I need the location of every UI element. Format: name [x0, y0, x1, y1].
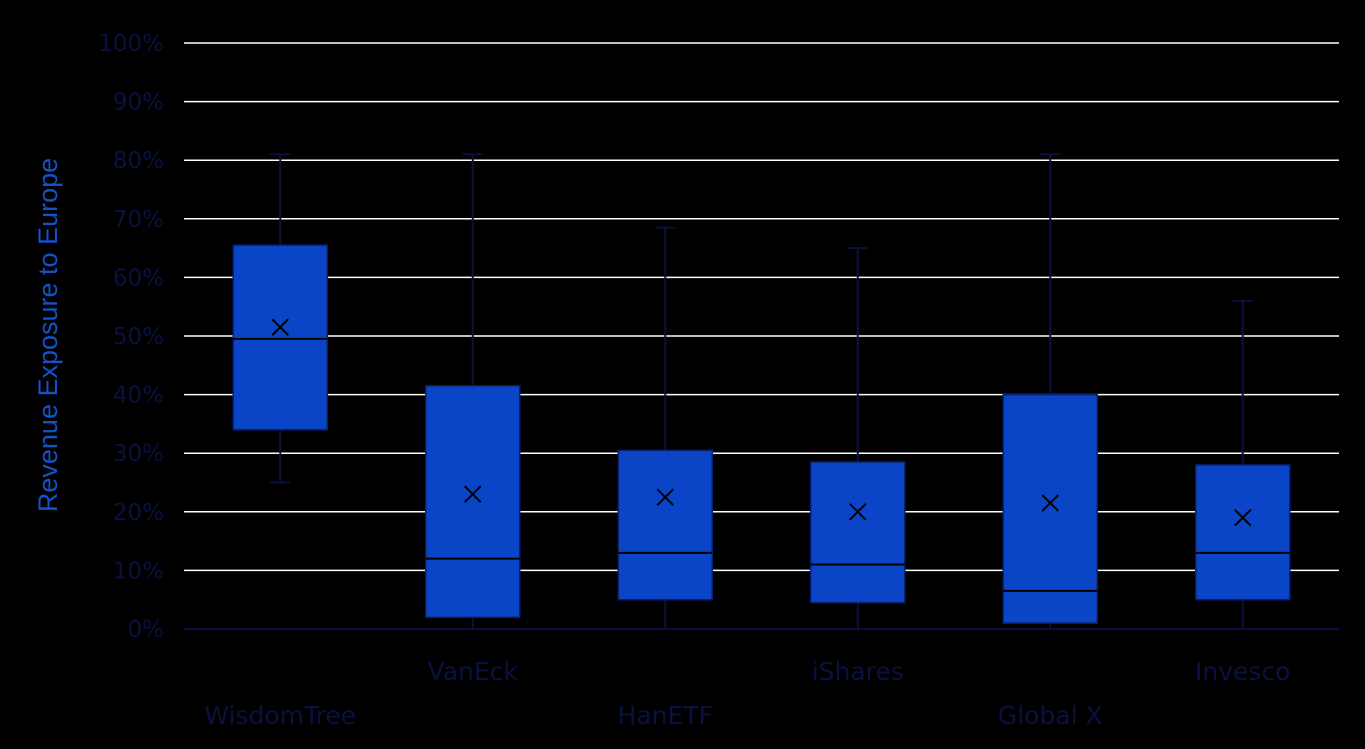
mean-marker: [1041, 494, 1059, 512]
box: [425, 385, 521, 619]
box-plot-item: [1195, 299, 1291, 630]
y-tick-label: 70%: [113, 207, 164, 233]
box: [1195, 464, 1291, 601]
x-axis-category-labels: WisdomTree VanEck HanETF iShares Global X Inv…: [204, 657, 1290, 730]
mean-marker: [849, 503, 867, 521]
x-category-label: WisdomTree: [204, 701, 356, 730]
mean-marker: [464, 485, 482, 503]
mean-marker: [656, 488, 674, 506]
y-tick-label: 60%: [113, 265, 164, 291]
box-series: [232, 153, 1291, 630]
y-tick-label: 100%: [98, 31, 164, 57]
box-plot-item: [425, 153, 521, 630]
y-tick-label: 30%: [113, 441, 164, 467]
x-category-label: VanEck: [428, 657, 519, 686]
box-plot-item: [810, 247, 906, 630]
box: [810, 461, 906, 604]
mean-marker: [271, 318, 289, 336]
y-tick-label: 40%: [113, 383, 164, 409]
mean-marker: [1234, 508, 1252, 527]
y-tick-label: 10%: [113, 558, 164, 584]
box-plot-item: [617, 226, 713, 630]
y-axis-tick-labels: 0% 10% 20% 30% 40% 50% 60% 70% 80% 90% 100%: [98, 31, 164, 643]
x-category-label: iShares: [812, 657, 904, 686]
box: [1002, 393, 1098, 624]
box: [232, 244, 328, 431]
y-tick-label: 0%: [128, 617, 165, 643]
y-axis-title: Revenue Exposure to Europe: [33, 158, 63, 512]
y-tick-label: 50%: [113, 324, 164, 350]
gridlines: [184, 42, 1339, 630]
box-plot-item: [1002, 153, 1098, 630]
x-category-label: Invesco: [1195, 657, 1290, 686]
chart-frame: [6, 6, 1359, 743]
y-tick-label: 90%: [113, 90, 164, 116]
x-category-label: HanETF: [618, 701, 713, 730]
y-tick-label: 80%: [113, 148, 164, 174]
box: [617, 449, 713, 601]
x-category-label: Global X: [998, 701, 1103, 730]
box-plot-item: [232, 153, 328, 484]
y-tick-label: 20%: [113, 500, 164, 526]
